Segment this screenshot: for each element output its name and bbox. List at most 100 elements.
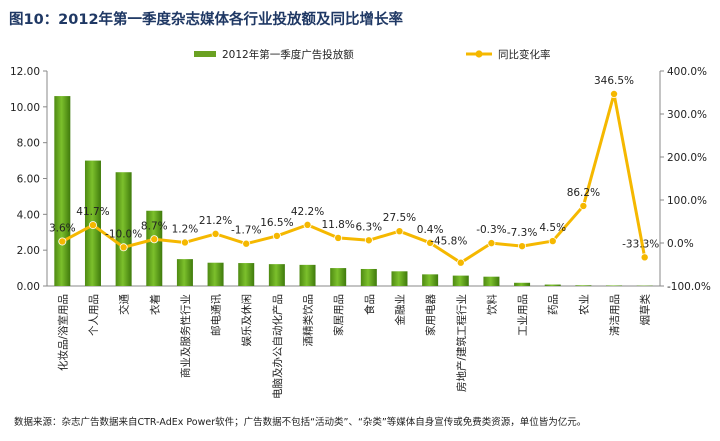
- line-point: [272, 231, 281, 240]
- y-right-tick-label: 0.0%: [667, 238, 694, 250]
- legend-label-line: 同比变化率: [498, 48, 551, 61]
- line-point: [303, 220, 312, 229]
- x-category-label: 金融业: [393, 294, 406, 326]
- x-category-label: 化妆品/浴室用品: [56, 294, 69, 371]
- line-point: [150, 235, 159, 244]
- x-category-label: 房地产/建筑工程行业: [455, 294, 468, 392]
- x-category-label: 饮料: [485, 294, 498, 315]
- line-point: [640, 253, 649, 262]
- chart-title: 图10：2012年第一季度杂志媒体各行业投放额及同比增长率: [9, 12, 404, 28]
- line-point: [334, 233, 343, 242]
- bar: [299, 264, 316, 286]
- legend-swatch-bar: [194, 51, 216, 57]
- data-label: 1.2%: [172, 223, 199, 235]
- data-label: 6.3%: [355, 221, 382, 233]
- bar: [452, 275, 469, 286]
- bar-series: [54, 96, 653, 286]
- data-label: 8.7%: [141, 220, 168, 232]
- data-label: 0.4%: [417, 224, 444, 236]
- y-left-tick-label: 6.00: [17, 174, 40, 186]
- data-labels: 3.6%41.7% -10.0%8.7% 1.2%21.2%-1.7%16.5%42…: [49, 75, 659, 250]
- data-label: 346.5%: [594, 75, 634, 87]
- y-left-tick-label: 10.00: [10, 102, 40, 114]
- data-label: 86.2%: [567, 187, 600, 199]
- bar: [422, 274, 439, 286]
- x-category-label: 衣着: [148, 294, 161, 315]
- bar: [514, 282, 531, 286]
- x-category-label: 交通: [118, 294, 131, 315]
- x-category-label: 家居用品: [332, 294, 345, 336]
- line-point: [548, 237, 557, 246]
- x-category-label: 药品: [548, 294, 560, 315]
- x-category-label: 烟草类: [639, 294, 652, 326]
- line-point: [518, 242, 527, 251]
- line-point: [88, 221, 97, 230]
- legend-label-bar: 2012年第一季度广告投放额: [222, 48, 354, 61]
- data-label: -45.8%: [430, 236, 467, 248]
- x-category-label: 清洁用品: [608, 294, 621, 336]
- x-category-label: 家用电器: [424, 294, 437, 336]
- line-point: [119, 243, 128, 252]
- x-category-label: 农业: [577, 294, 590, 315]
- bar: [268, 264, 285, 286]
- line-series: [58, 90, 649, 267]
- data-label: 3.6%: [49, 222, 76, 234]
- line-point: [426, 238, 435, 247]
- x-category-label: 酒精类饮品: [302, 294, 315, 347]
- y-right-tick-label: 400.0%: [667, 66, 707, 78]
- data-label: -10.0%: [105, 228, 142, 240]
- data-label: 11.8%: [321, 219, 354, 231]
- data-label: 41.7%: [76, 206, 109, 218]
- bar: [483, 276, 500, 286]
- bar: [544, 284, 561, 286]
- chart-axes: 0.00 2.00 4.00 6.00 8.00 10.00 12.00 -100.0% 0.0…: [10, 66, 711, 399]
- y-left-tick-label: 8.00: [17, 138, 40, 150]
- x-category-label: 邮电通讯: [210, 294, 223, 336]
- line-point: [211, 229, 220, 238]
- line-point: [364, 236, 373, 245]
- data-label: 4.5%: [539, 222, 566, 234]
- bar: [176, 259, 193, 286]
- bar: [115, 172, 132, 286]
- data-label: 21.2%: [199, 215, 232, 227]
- line-point: [487, 239, 496, 248]
- y-left-tick-label: 2.00: [17, 245, 40, 257]
- bar: [360, 268, 377, 286]
- y-left-tick-label: 12.00: [10, 66, 40, 78]
- bar: [391, 271, 408, 286]
- data-label: -7.3%: [507, 227, 537, 239]
- y-left-tick-label: 0.00: [17, 281, 40, 293]
- x-category-label: 工业用品: [517, 294, 529, 336]
- data-label: 16.5%: [260, 217, 293, 229]
- x-category-label: 娱乐及休闲: [240, 294, 253, 347]
- y-right-tick-label: 100.0%: [667, 195, 707, 207]
- chart-legend: 2012年第一季度广告投放额 同比变化率: [194, 48, 551, 61]
- bar: [146, 210, 163, 286]
- x-category-label: 个人用品: [88, 294, 100, 336]
- line-point: [242, 239, 251, 248]
- data-label: 27.5%: [383, 212, 416, 224]
- bar: [54, 96, 71, 286]
- y-right-tick-label: 300.0%: [667, 109, 707, 121]
- line-point: [456, 258, 465, 267]
- line-point: [610, 90, 619, 99]
- bar: [575, 285, 592, 286]
- line-point: [180, 238, 189, 247]
- bar: [207, 262, 224, 286]
- y-right-tick-label: -100.0%: [667, 281, 711, 293]
- y-left-tick-label: 4.00: [17, 209, 40, 221]
- data-label: -0.3%: [476, 224, 506, 236]
- x-category-label: 商业及服务性行业: [179, 294, 192, 378]
- data-label: 42.2%: [291, 206, 324, 218]
- source-note: 数据来源：杂志广告数据来自CTR-AdEx Power软件；广告数据不包括“活动…: [14, 417, 587, 428]
- line-point: [58, 237, 67, 246]
- x-category-label: 食品: [363, 294, 376, 315]
- data-label: -33.3%: [622, 238, 659, 250]
- y-right-tick-label: 200.0%: [667, 152, 707, 164]
- line-point: [579, 201, 588, 210]
- bar: [238, 263, 255, 286]
- data-label: -1.7%: [231, 225, 261, 237]
- legend-marker-line: [475, 50, 483, 58]
- line-point: [395, 227, 404, 236]
